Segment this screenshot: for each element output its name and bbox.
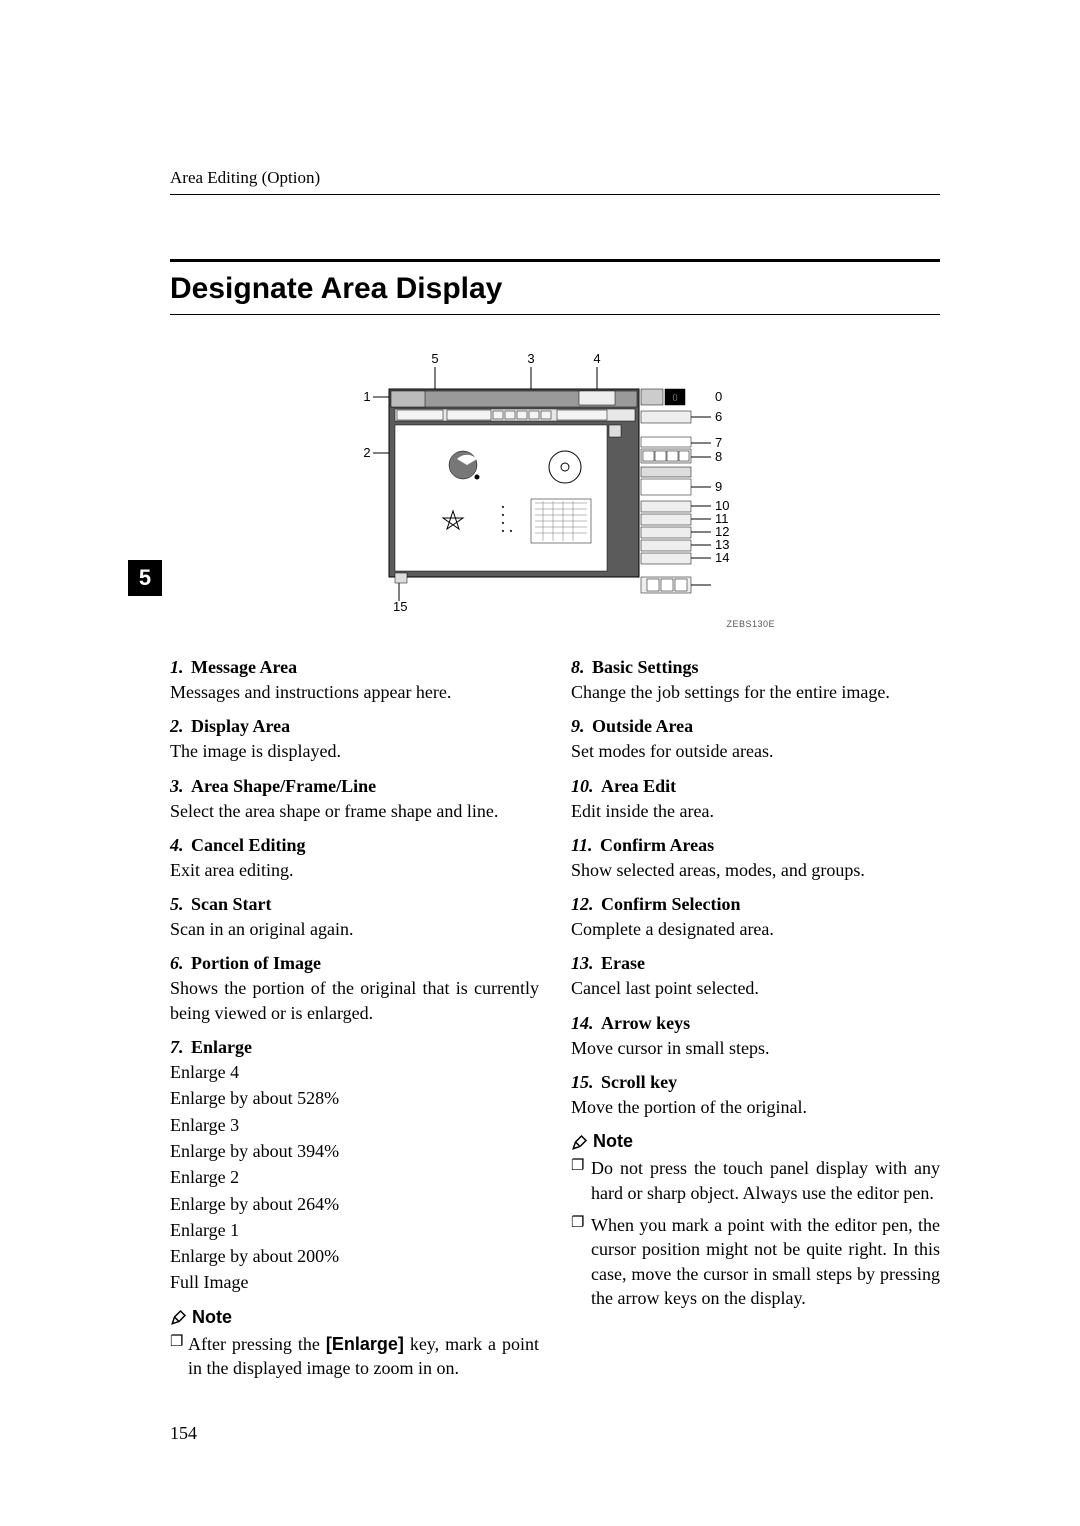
svg-text:5: 5 [431,351,438,366]
item-label: Basic Settings [592,657,699,677]
item-body: Show selected areas, modes, and groups. [571,858,940,882]
note-heading: Note [170,1307,539,1328]
definition-item: 4. Cancel Editing Exit area editing. [170,835,539,882]
enlarge-line: Enlarge by about 200% [170,1244,539,1268]
item-num: 5. [170,894,184,914]
note-heading: Note [571,1131,940,1152]
enlarge-line: Enlarge 1 [170,1218,539,1242]
definition-item: 6. Portion of Image Shows the portion of … [170,953,539,1025]
item-label: Display Area [191,716,290,736]
item-num: 9. [571,716,585,736]
definition-item: 5. Scan Start Scan in an original again. [170,894,539,941]
item-label: Cancel Editing [191,835,306,855]
enlarge-line: Full Image [170,1270,539,1294]
item-body: Move the portion of the original. [571,1095,940,1119]
definition-item: 13. Erase Cancel last point selected. [571,953,940,1000]
item-num: 3. [170,776,184,796]
enlarge-line: Enlarge 4 [170,1060,539,1084]
item-num: 11. [571,835,593,855]
item-num: 10. [571,776,594,796]
item-label: Confirm Areas [600,835,714,855]
definition-item: 1. Message Area Messages and instructions… [170,657,539,704]
running-head: Area Editing (Option) [170,168,320,187]
item-label: Enlarge [191,1037,252,1057]
left-column: 1. Message Area Messages and instructions… [170,657,539,1388]
item-body: Exit area editing. [170,858,539,882]
item-label: Arrow keys [601,1013,690,1033]
item-body: Complete a designated area. [571,917,940,941]
item-label: Outside Area [592,716,693,736]
svg-text:1: 1 [363,389,370,404]
item-body: The image is displayed. [170,739,539,763]
item-body: Set modes for outside areas. [571,739,940,763]
definition-item: 8. Basic Settings Change the job settings… [571,657,940,704]
chapter-tab: 5 [128,560,162,596]
item-num: 7. [170,1037,184,1057]
definition-item: 9. Outside Area Set modes for outside are… [571,716,940,763]
item-body: Cancel last point selected. [571,976,940,1000]
pencil-icon [571,1133,589,1151]
item-num: 4. [170,835,184,855]
definition-item: 3. Area Shape/Frame/Line Select the area … [170,776,539,823]
item-label: Scroll key [601,1072,677,1092]
item-body: Scan in an original again. [170,917,539,941]
item-num: 12. [571,894,594,914]
definition-item: 12. Confirm Selection Complete a designat… [571,894,940,941]
item-num: 15. [571,1072,594,1092]
svg-text:0: 0 [715,389,722,404]
svg-text:6: 6 [715,409,722,424]
enlarge-line: Enlarge by about 394% [170,1139,539,1163]
definition-item: 2. Display Area The image is displayed. [170,716,539,763]
diagram: 5 3 4 1 2 [170,351,940,629]
svg-text:14: 14 [715,550,729,565]
item-num: 14. [571,1013,594,1033]
item-label: Message Area [191,657,297,677]
pencil-icon [170,1308,188,1326]
svg-text:4: 4 [593,351,600,366]
right-column: 8. Basic Settings Change the job settings… [571,657,940,1388]
item-label: Erase [601,953,645,973]
svg-text:8: 8 [715,449,722,464]
item-body: Shows the portion of the original that i… [170,976,539,1025]
page-number: 154 [170,1423,197,1444]
note-item: When you mark a point with the editor pe… [571,1213,940,1310]
definition-item: 14. Arrow keys Move cursor in small steps… [571,1013,940,1060]
svg-text:15: 15 [393,599,407,611]
enlarge-line: Enlarge 3 [170,1113,539,1137]
enlarge-line: Enlarge 2 [170,1165,539,1189]
definition-item: 11. Confirm Areas Show selected areas, mo… [571,835,940,882]
enlarge-line: Enlarge by about 528% [170,1086,539,1110]
item-body: Select the area shape or frame shape and… [170,799,539,823]
item-label: Area Shape/Frame/Line [191,776,376,796]
item-label: Confirm Selection [601,894,740,914]
item-body: Move cursor in small steps. [571,1036,940,1060]
note-item: Do not press the touch panel display wit… [571,1156,940,1205]
item-num: 13. [571,953,594,973]
svg-text:0: 0 [672,393,678,404]
item-label: Area Edit [601,776,676,796]
definition-item: 10. Area Edit Edit inside the area. [571,776,940,823]
diagram-code: ZEBS130E [335,619,775,629]
item-label: Scan Start [191,894,272,914]
item-body: Change the job settings for the entire i… [571,680,940,704]
item-body: Messages and instructions appear here. [170,680,539,704]
svg-text:9: 9 [715,479,722,494]
item-body: Edit inside the area. [571,799,940,823]
page-title: Designate Area Display [170,259,940,315]
svg-text:3: 3 [527,351,534,366]
item-num: 8. [571,657,585,677]
svg-text:2: 2 [363,445,370,460]
item-label: Portion of Image [191,953,321,973]
svg-text:7: 7 [715,435,722,450]
item-num: 6. [170,953,184,973]
designate-area-diagram: 5 3 4 1 2 [335,351,775,611]
item-num: 1. [170,657,184,677]
item-num: 2. [170,716,184,736]
definition-item: 15. Scroll key Move the portion of the or… [571,1072,940,1119]
enlarge-line: Enlarge by about 264% [170,1192,539,1216]
note-item: After pressing the [Enlarge] key, mark a… [170,1332,539,1381]
